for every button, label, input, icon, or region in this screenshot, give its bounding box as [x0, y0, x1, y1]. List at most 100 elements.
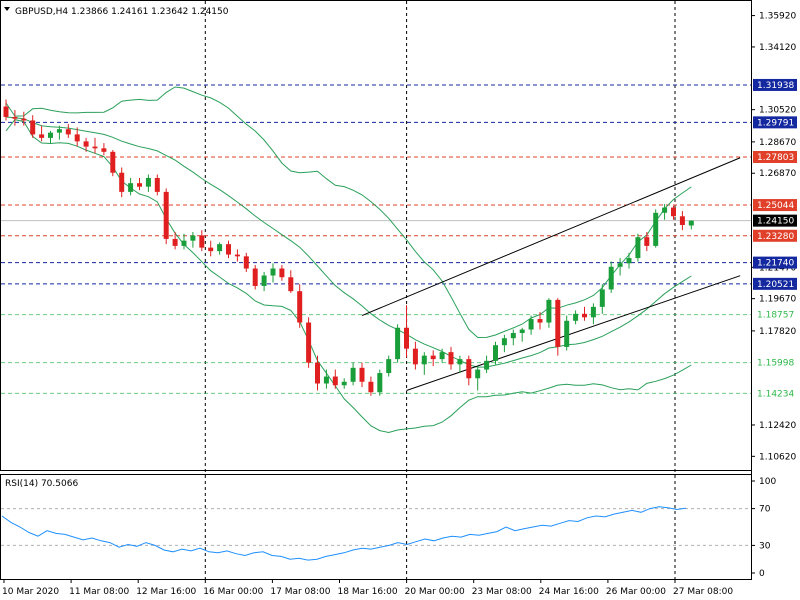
price-level-tag-label: 1.25044: [757, 201, 794, 211]
price-level-tags: 1.31938 1.29791 1.27803 1.25044 1.24150 1.232…: [753, 78, 797, 399]
candle-body: [679, 216, 685, 225]
candle-body: [288, 277, 294, 292]
candle-body: [208, 247, 214, 252]
candle-body: [395, 327, 401, 360]
candle-body: [172, 238, 178, 246]
candle-body: [83, 141, 89, 147]
y-tick-label: 1.30520: [759, 106, 796, 116]
candle-body: [412, 348, 418, 365]
price-level-tag: [753, 116, 797, 129]
x-tick-label: 10 Mar 2020: [2, 587, 59, 597]
x-tick-label: 18 Mar 16:00: [338, 587, 398, 597]
rsi-line: [1, 506, 687, 561]
collapse-arrow-icon[interactable]: [4, 7, 10, 11]
candle-body: [315, 362, 320, 384]
candle-body: [617, 263, 623, 267]
y-tick-label: 1.28670: [759, 138, 796, 148]
price-level-tag-label: 1.18757: [757, 311, 794, 321]
candle-body: [404, 327, 409, 349]
x-tick-label: 11 Mar 08:00: [69, 587, 129, 597]
price-level-tag-label: 1.27803: [757, 153, 794, 163]
candle-body: [190, 235, 196, 241]
candle-body: [128, 183, 134, 192]
candle-body: [21, 118, 27, 121]
lower-band: [5, 119, 692, 434]
x-tick-label: 27 Mar 08:00: [673, 587, 733, 597]
x-tick-label: 20 Mar 00:00: [405, 587, 465, 597]
candle-body: [154, 177, 160, 192]
candle-body: [181, 240, 187, 246]
x-tick-label: 26 Mar 00:00: [606, 587, 666, 597]
candle-body: [386, 359, 392, 374]
candle-body: [119, 172, 125, 192]
x-tick-label: 23 Mar 08:00: [472, 587, 532, 597]
rsi-indicator: 100 70 30 0: [1, 477, 776, 579]
candle-body: [484, 360, 490, 370]
candle-body: [626, 258, 632, 264]
candle-body: [501, 338, 507, 346]
price-level-tag-label: 1.23280: [757, 232, 794, 242]
price-level-tag: [753, 277, 797, 290]
price-level-tag-label: 1.14234: [757, 389, 794, 399]
candle-body: [671, 207, 676, 217]
price-level-tag: [753, 78, 797, 91]
candle-body: [430, 355, 436, 360]
rsi-label: RSI(14) 70.5066: [5, 479, 78, 489]
price-level-tag: [753, 229, 797, 242]
candle-body: [368, 381, 374, 393]
x-tick-label: 16 Mar 00:00: [203, 587, 263, 597]
candle-body: [297, 291, 303, 323]
candle-body: [564, 320, 570, 347]
candle-body: [528, 319, 534, 330]
x-tick-label: 12 Mar 16:00: [136, 587, 196, 597]
candle-body: [234, 254, 240, 257]
candle-body: [74, 134, 80, 142]
price-level-tag-label: 1.20521: [757, 280, 794, 290]
candle-body: [341, 381, 347, 386]
candle-body: [644, 237, 650, 246]
candle-body: [421, 355, 427, 365]
candle-body: [3, 106, 9, 117]
candle-body: [599, 289, 605, 307]
rsi-tick-label: 100: [759, 477, 776, 487]
candle-body: [653, 212, 659, 246]
candlesticks: [3, 99, 694, 396]
price-level-tag: [753, 199, 797, 212]
candle-body: [555, 299, 561, 347]
candle-body: [493, 345, 498, 361]
candle-body: [608, 266, 614, 290]
x-tick-label: 24 Mar 16:00: [539, 587, 599, 597]
price-level-tag-label: 1.31938: [757, 81, 794, 91]
y-tick-label: 1.12420: [759, 421, 796, 431]
y-tick-label: 1.26870: [759, 169, 796, 179]
price-level-tag: [753, 214, 797, 227]
candle-body: [590, 306, 596, 318]
price-level-tag-label: 1.24150: [757, 217, 794, 227]
horizontal-levels: [1, 84, 751, 394]
candle-body: [226, 244, 231, 255]
candle-body: [199, 235, 205, 248]
price-level-tag-label: 1.29791: [757, 118, 794, 128]
candle-body: [243, 256, 249, 269]
candle-body: [145, 177, 151, 187]
candle-body: [377, 373, 383, 393]
trend-line: [361, 157, 741, 317]
bollinger-bands: [5, 86, 692, 434]
candle-body: [101, 148, 107, 152]
price-level-tag-label: 1.21740: [757, 259, 794, 269]
candle-body: [261, 275, 267, 286]
vertical-gridlines: [204, 1, 676, 579]
candle-body: [350, 367, 356, 382]
candle-body: [662, 207, 668, 213]
candle-body: [217, 244, 223, 252]
candle-body: [519, 329, 525, 333]
candle-body: [65, 129, 71, 135]
price-level-tag: [753, 256, 797, 269]
candle-body: [12, 116, 18, 119]
candle-body: [688, 220, 694, 226]
trend-line: [406, 275, 741, 391]
rsi-tick-label: 30: [759, 541, 771, 551]
candle-body: [359, 367, 365, 382]
